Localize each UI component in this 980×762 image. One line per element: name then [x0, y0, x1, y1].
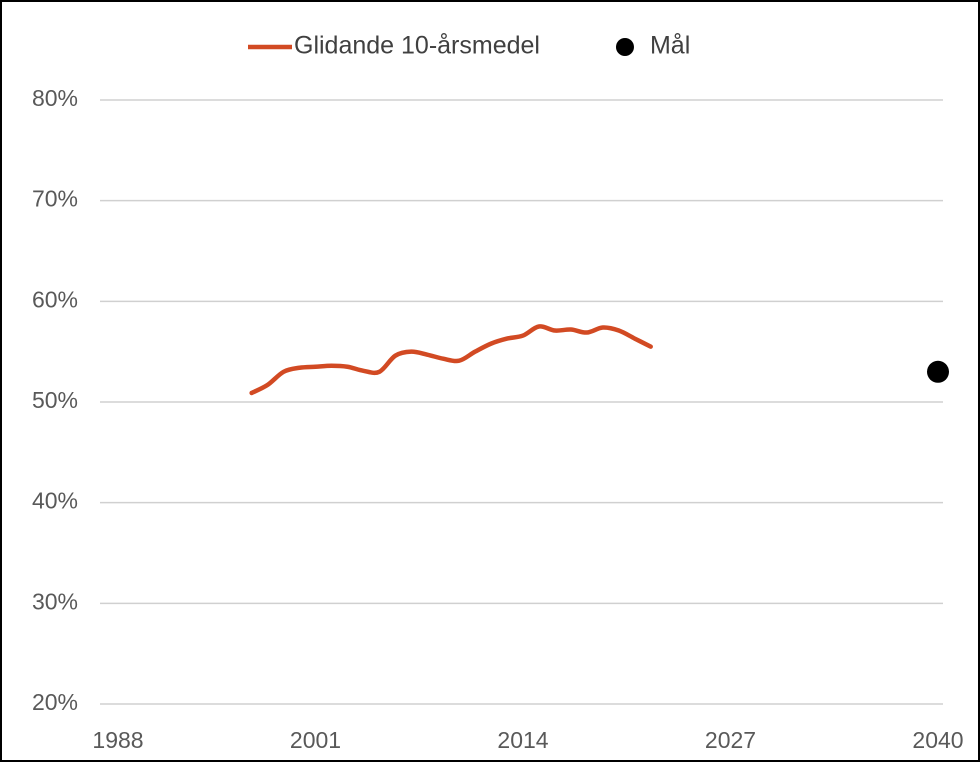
y-tick-label: 50% — [32, 387, 78, 413]
line — [249, 324, 653, 396]
legend-label: Mål — [650, 32, 690, 60]
legend-label: Glidande 10-årsmedel — [294, 32, 540, 60]
x-tick-label: 2040 — [912, 727, 963, 753]
y-tick-label: 60% — [32, 286, 78, 312]
y-tick-label: 80% — [32, 85, 78, 111]
x-tick-label: 2027 — [705, 727, 756, 753]
x-tick-label: 2001 — [290, 727, 341, 753]
point — [927, 360, 949, 383]
x-tick-label: 2014 — [497, 727, 548, 753]
y-tick-label: 70% — [32, 186, 78, 212]
x-tick-label: 1988 — [92, 727, 143, 753]
y-tick-label: 20% — [32, 689, 78, 715]
y-tick-label: 40% — [32, 488, 78, 514]
legend-marker — [615, 38, 634, 56]
y-tick-label: 30% — [32, 588, 78, 614]
